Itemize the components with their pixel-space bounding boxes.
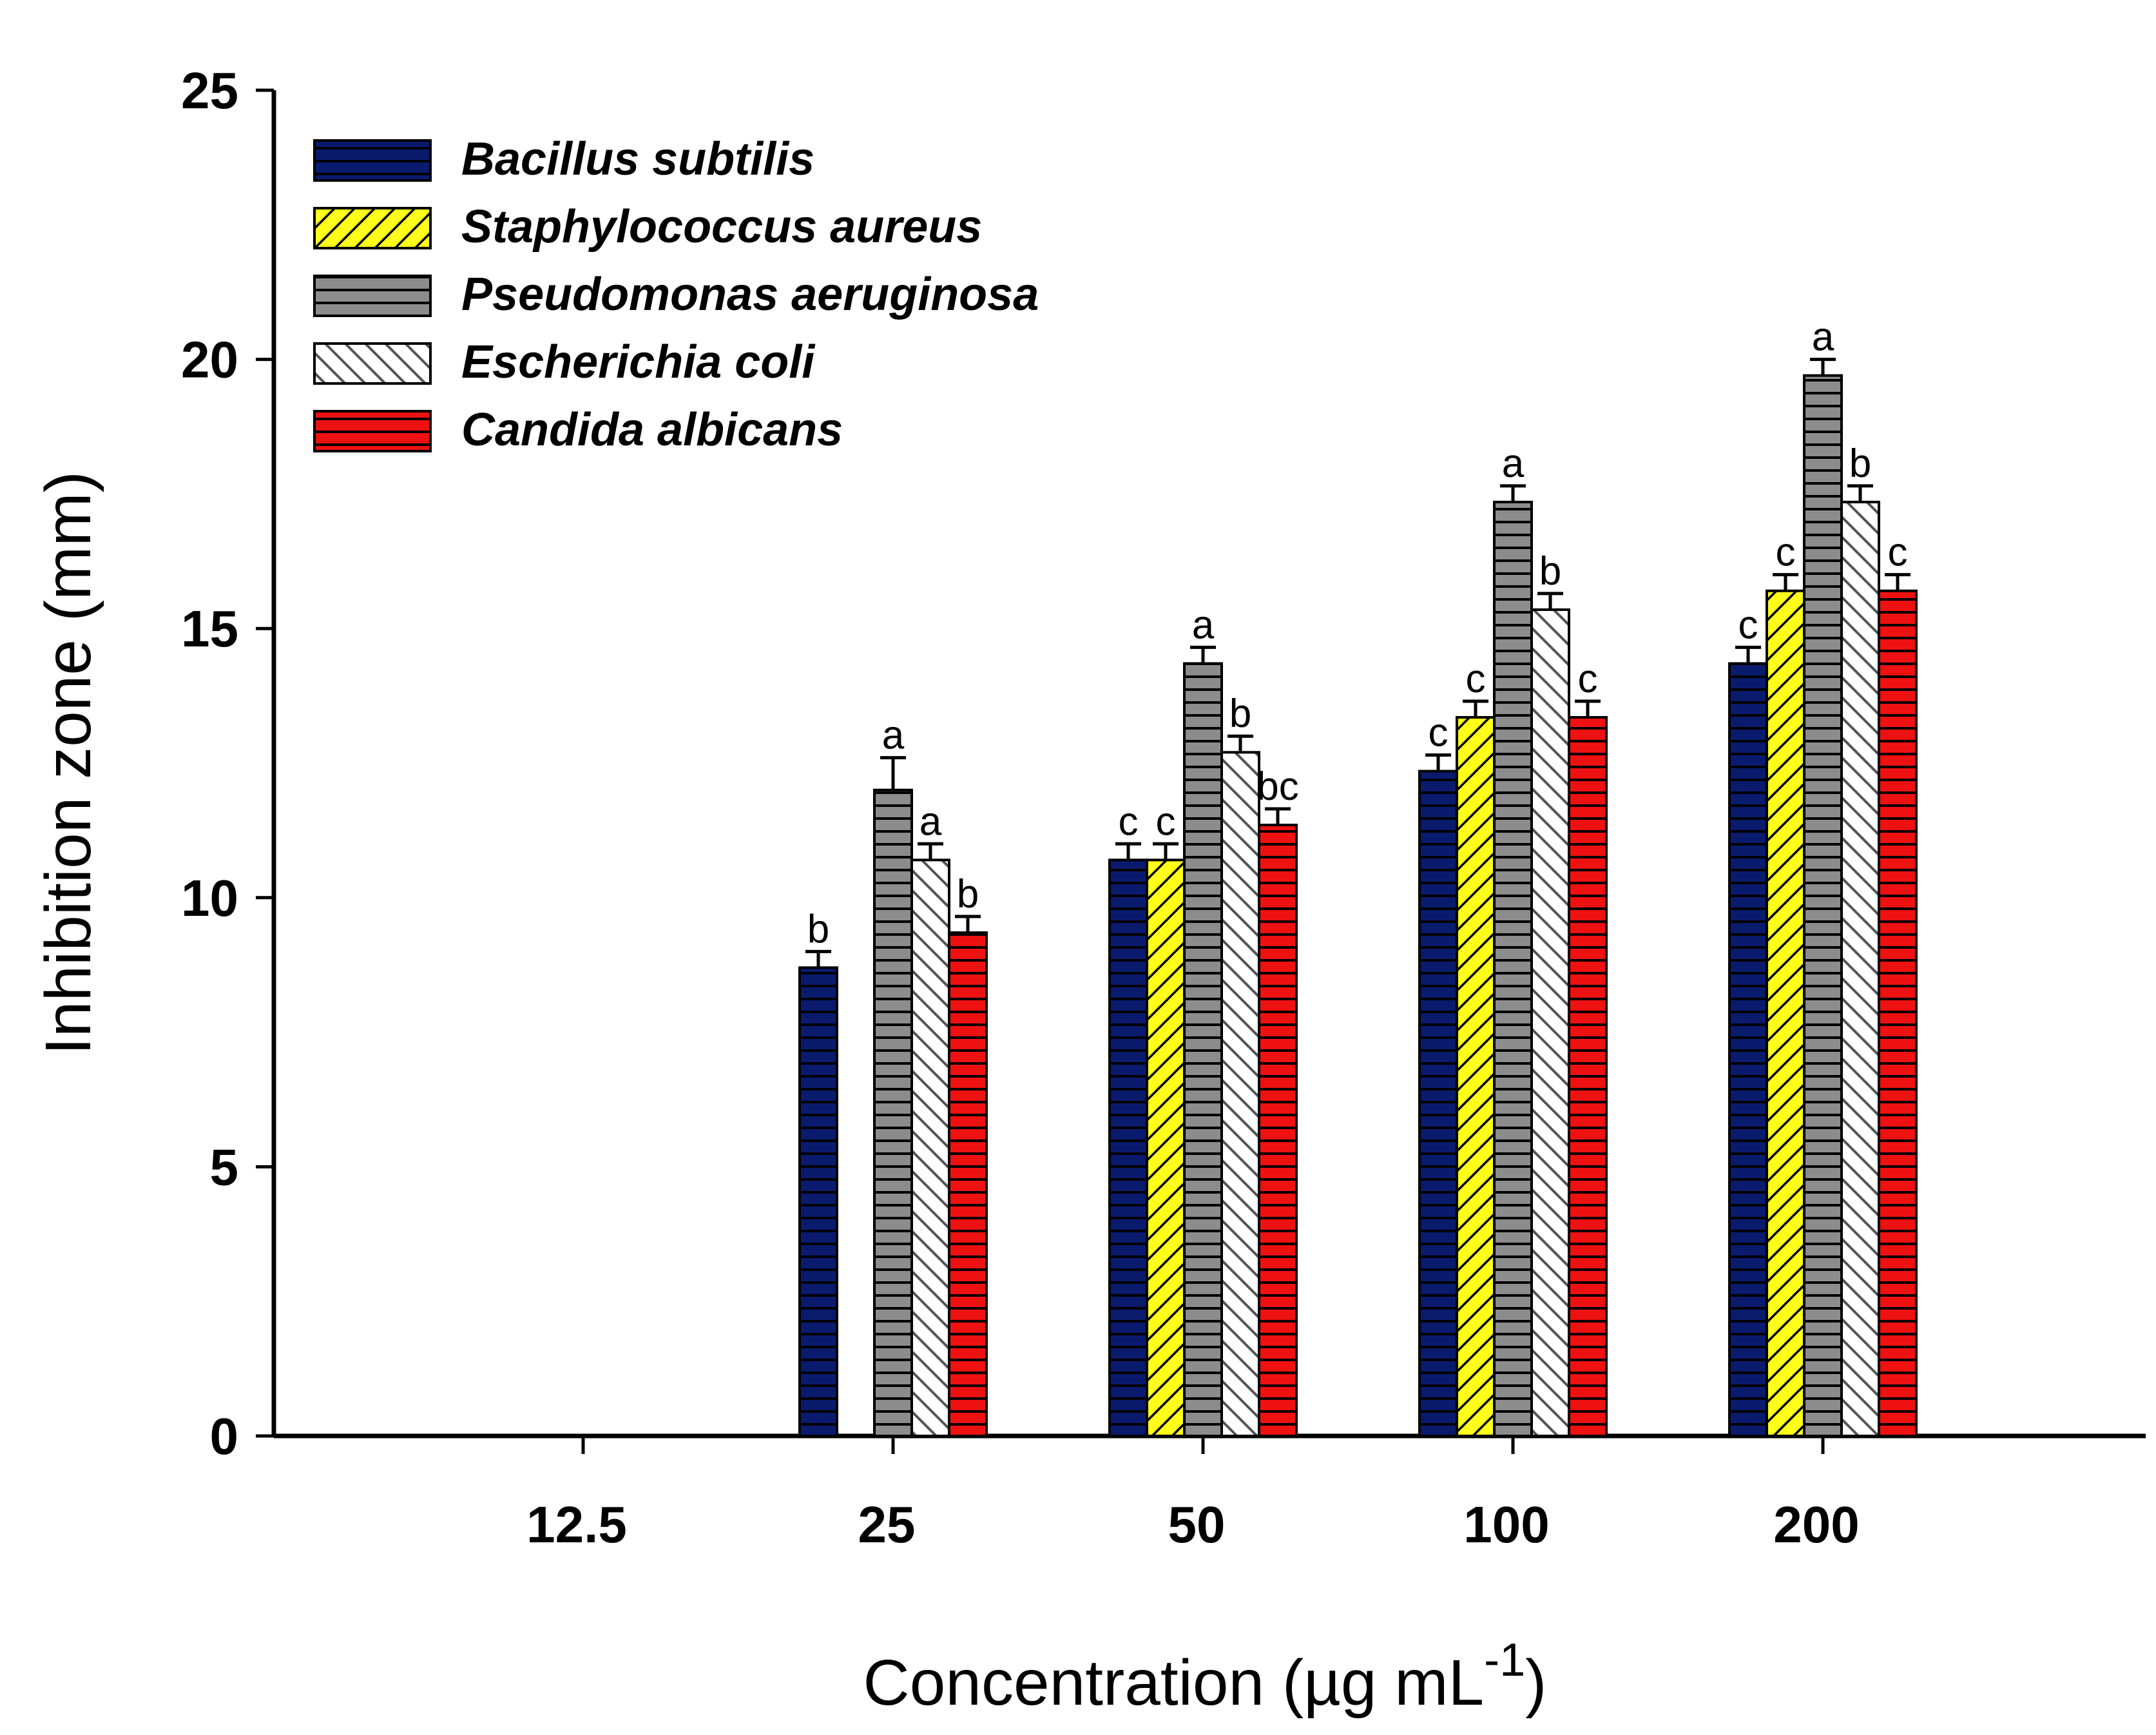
y-tick-label: 25 xyxy=(181,62,238,119)
significance-label: c xyxy=(1119,799,1139,844)
legend-swatch xyxy=(313,275,432,317)
significance-label: b xyxy=(957,872,979,916)
x-tick-label: 12.5 xyxy=(526,1496,627,1553)
significance-label: b xyxy=(807,907,829,951)
significance-label: c xyxy=(1578,657,1598,701)
y-tick-label: 5 xyxy=(210,1138,239,1196)
significance-label: a xyxy=(1812,315,1834,360)
legend-label: Escherichia coli xyxy=(461,336,816,388)
significance-label: a xyxy=(919,799,942,844)
x-tick-label: 25 xyxy=(858,1496,916,1553)
y-tick-label: 15 xyxy=(181,600,238,657)
significance-label: c xyxy=(1429,710,1449,755)
bar xyxy=(1108,858,1148,1438)
bar xyxy=(948,931,988,1437)
significance-label: a xyxy=(1192,603,1215,647)
x-tick-label: 200 xyxy=(1773,1496,1859,1553)
bar xyxy=(1146,858,1186,1438)
significance-label: b xyxy=(1539,549,1561,594)
bar xyxy=(798,966,838,1437)
x-tick-label: 100 xyxy=(1463,1496,1549,1553)
x-tick-label: 50 xyxy=(1168,1496,1226,1553)
bar xyxy=(1766,589,1805,1438)
x-ticks: 12.5 25 50 100 200 xyxy=(526,1436,1860,1553)
bar xyxy=(1840,500,1880,1437)
significance-label: b xyxy=(1849,441,1871,486)
bar xyxy=(1803,374,1843,1437)
x-axis-title-suffix: ) xyxy=(1525,1647,1546,1719)
bar xyxy=(1456,716,1496,1437)
legend-swatch xyxy=(313,207,432,249)
bar xyxy=(910,858,950,1438)
significance-label: bc xyxy=(1256,764,1298,809)
significance-label: c xyxy=(1156,799,1176,844)
x-axis-title-main: Concentration (µg mL xyxy=(863,1647,1485,1719)
significance-label: c xyxy=(1888,530,1908,575)
legend-label: Bacillus subtilis xyxy=(461,133,814,185)
x-axis-title-superscript: -1 xyxy=(1484,1634,1525,1686)
bar xyxy=(1418,770,1458,1437)
bar xyxy=(1183,662,1223,1437)
y-tick-label: 10 xyxy=(181,869,238,927)
significance-label: c xyxy=(1776,530,1796,575)
bar xyxy=(1258,824,1298,1437)
bar xyxy=(1878,589,1918,1438)
y-tick-label: 20 xyxy=(181,331,238,389)
legend-label: Candida albicans xyxy=(461,404,843,456)
legend-label: Pseudomonas aeruginosa xyxy=(461,269,1039,320)
significance-label: a xyxy=(882,713,905,758)
legend-swatch xyxy=(313,139,432,182)
y-ticks: 0 5 10 15 20 25 xyxy=(181,62,274,1465)
x-axis-title: Concentration (µg mL-1) xyxy=(863,1634,1547,1719)
y-axis-title: Inhibition zone (mm) xyxy=(32,471,104,1055)
bar xyxy=(1493,500,1533,1437)
bar xyxy=(873,788,913,1437)
legend-label: Staphylococcus aureus xyxy=(461,201,982,253)
legend: Bacillus subtilis Staphylococcus aureus Ps… xyxy=(313,133,1039,456)
significance-label: b xyxy=(1229,692,1251,736)
legend-swatch xyxy=(313,410,432,452)
y-tick-label: 0 xyxy=(210,1408,239,1465)
bar xyxy=(1728,662,1768,1437)
bar xyxy=(1220,751,1260,1437)
bar xyxy=(1568,716,1608,1437)
significance-label: c xyxy=(1466,657,1486,701)
bar xyxy=(1530,608,1570,1437)
significance-label: c xyxy=(1738,603,1758,647)
legend-swatch xyxy=(313,342,432,385)
significance-label: a xyxy=(1502,441,1525,486)
